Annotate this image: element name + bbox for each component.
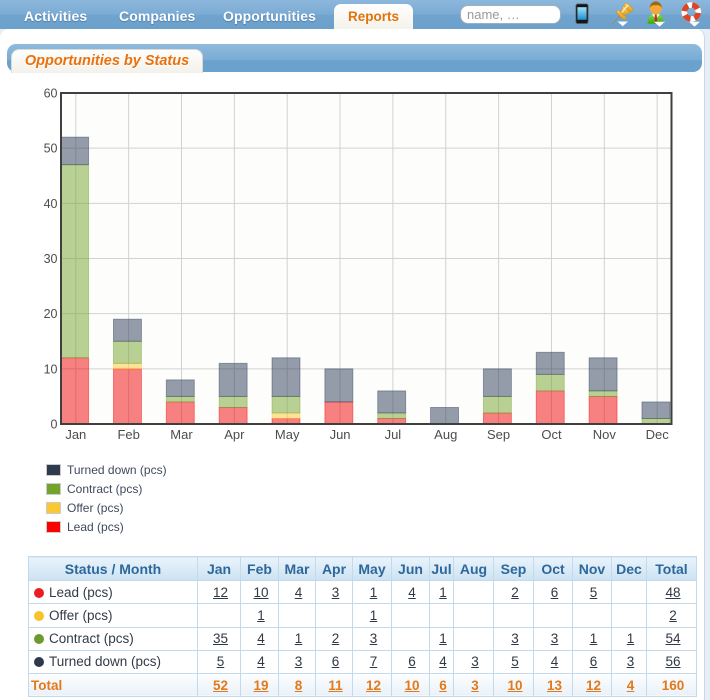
svg-text:0: 0 <box>51 418 58 432</box>
svg-text:50: 50 <box>44 142 58 156</box>
svg-text:Jul: Jul <box>385 427 402 442</box>
svg-text:Nov: Nov <box>593 427 617 442</box>
svg-text:20: 20 <box>44 307 58 321</box>
svg-text:May: May <box>275 427 300 442</box>
svg-text:Apr: Apr <box>224 427 245 442</box>
svg-text:10: 10 <box>44 362 58 376</box>
svg-text:Sep: Sep <box>487 427 510 442</box>
svg-text:Oct: Oct <box>541 427 562 442</box>
svg-text:30: 30 <box>44 252 58 266</box>
svg-text:Aug: Aug <box>434 427 457 442</box>
svg-text:Jan: Jan <box>65 427 86 442</box>
svg-text:Feb: Feb <box>117 427 139 442</box>
svg-text:40: 40 <box>44 197 58 211</box>
svg-text:Mar: Mar <box>170 427 193 442</box>
svg-text:Jun: Jun <box>330 427 351 442</box>
svg-text:Dec: Dec <box>646 427 670 442</box>
svg-text:60: 60 <box>44 87 58 101</box>
